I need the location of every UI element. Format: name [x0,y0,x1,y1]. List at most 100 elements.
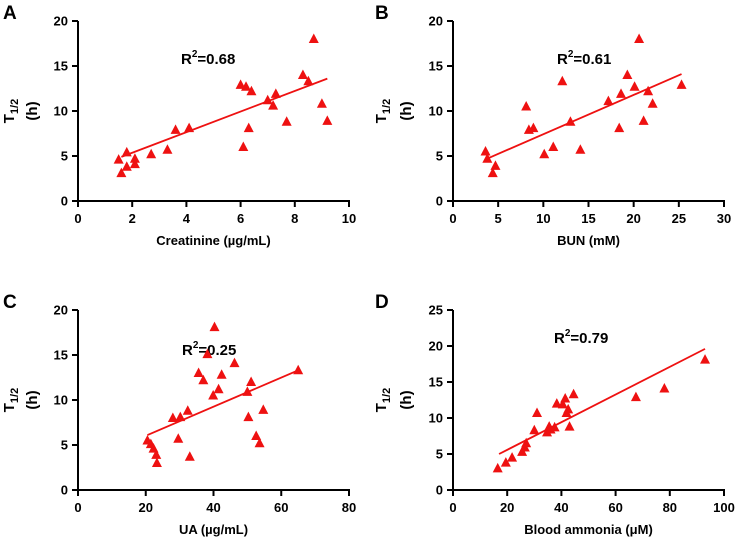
data-point [293,364,304,375]
y-tick-label: 20 [54,303,68,318]
data-point [151,457,162,467]
data-point [129,158,140,169]
data-point [551,398,562,408]
data-point [242,386,253,396]
x-tick-label: 60 [274,500,288,515]
panel-a: A 0 2 4 6 8 10 0 5 10 15 20 Creatinine (µg/mL) T1/2 (h… [1,3,356,248]
x-tick-label: 25 [672,211,686,226]
data-point [258,404,269,414]
regression-line [498,348,706,455]
x-tick-label: 4 [183,211,191,226]
y-tick-label: 5 [436,447,443,462]
data-point [521,101,532,111]
r-squared-value: =0.68 [197,51,235,68]
data-point [208,390,219,400]
data-point [634,33,645,43]
data-point [487,167,498,178]
data-point [213,383,224,394]
y-axis-title-main: T [373,114,390,123]
data-point [241,81,252,91]
data-point [182,405,193,415]
data-point [643,85,654,96]
data-point [676,79,687,89]
r-squared-prefix: R [181,51,192,68]
y-axis-title-main: T [1,114,18,123]
y-axis-title-subscript: 1/2 [9,388,21,403]
data-point [568,388,579,399]
x-tick-label: 40 [554,500,568,515]
data-point [575,144,586,154]
y-axis-title-main: T [1,403,18,412]
y-tick-label: 10 [429,104,443,119]
y-tick-label: 10 [54,393,68,408]
y-axis-unit: (h) [24,390,41,409]
y-axis-title-subscript: 1/2 [9,99,21,114]
data-point [629,81,640,91]
y-tick-label: 0 [61,483,68,498]
r-squared-superscript: 2 [565,328,571,339]
data-point [243,411,254,422]
data-point [198,374,209,385]
r-squared-superscript: 2 [568,49,574,60]
data-point [121,146,132,157]
data-point [507,452,518,462]
x-tick-label: 5 [495,211,502,226]
y-tick-label: 10 [429,411,443,426]
data-point [246,376,257,386]
r-squared-superscript: 2 [192,49,198,60]
data-point [184,122,195,133]
data-point [151,449,162,459]
data-point [539,148,550,159]
panel-letter: A [3,3,17,24]
data-point [281,116,292,126]
data-point [216,369,227,379]
x-tick-label: 10 [536,211,550,226]
x-tick-label: 8 [291,211,298,226]
data-point [557,398,568,409]
data-point [238,141,249,151]
data-point [121,161,132,171]
panel-letter: C [3,292,17,313]
y-tick-label: 5 [61,149,68,164]
data-point [500,457,511,467]
data-point [170,124,181,134]
y-tick-label: 15 [54,348,68,363]
data-point [322,115,333,125]
x-tick-label: 20 [139,500,153,515]
data-point [638,115,649,125]
data-point [565,116,576,126]
y-tick-label: 15 [54,59,68,74]
data-point [209,321,220,332]
x-tick-label: 10 [342,211,356,226]
data-point [270,88,281,98]
y-axis-title-subscript: 1/2 [381,99,393,114]
x-tick-label: 20 [500,500,514,515]
data-point [229,357,240,368]
data-point [647,98,658,108]
y-tick-label: 10 [54,104,68,119]
data-point [246,85,257,96]
x-tick-label: 15 [581,211,595,226]
data-point [528,122,539,133]
data-point [235,79,246,89]
x-axis-title: Creatinine (µg/mL) [156,233,270,248]
panel-letter: D [375,292,389,313]
r-squared-prefix: R [182,342,193,359]
data-point [303,75,314,86]
y-axis-title-subscript: 1/2 [381,388,393,403]
y-axis-title: T1/2 [373,99,393,123]
data-point [557,75,568,86]
data-point [254,437,265,448]
r-squared-superscript: 2 [193,340,199,351]
regression-line [488,73,682,159]
data-point [297,69,308,79]
x-tick-label: 60 [608,500,622,515]
panel-b: B 0 5 10 15 20 25 30 0 5 10 15 20 BUN (mM) T1/2 (h) R2=0… [373,3,731,248]
y-axis-title: T1/2 [1,99,21,123]
data-point [193,367,204,377]
y-axis-unit: (h) [398,101,415,120]
data-point [175,411,186,422]
data-point [659,382,670,393]
r-squared-value: =0.61 [573,51,611,68]
